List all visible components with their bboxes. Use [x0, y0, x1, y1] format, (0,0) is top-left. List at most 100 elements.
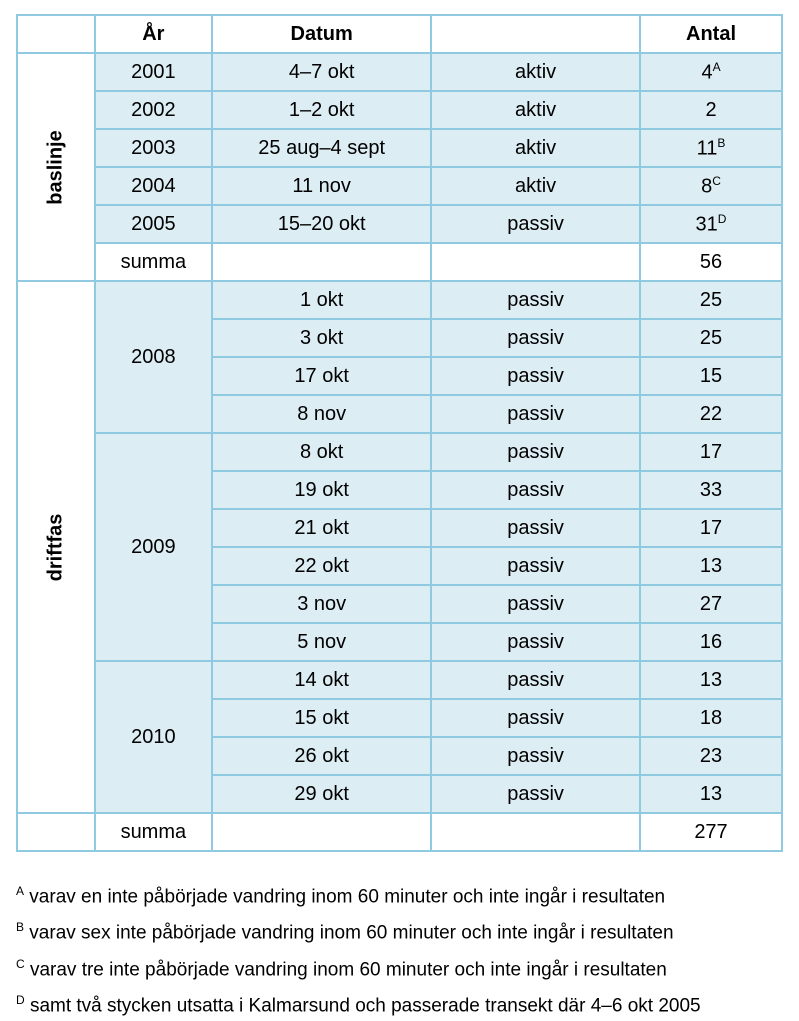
cell-empty — [212, 243, 431, 281]
cell-type: passiv — [431, 281, 640, 319]
count-note: B — [717, 136, 725, 150]
cell-type: passiv — [431, 205, 640, 243]
cell-empty — [212, 813, 431, 851]
cell-date: 3 nov — [212, 585, 431, 623]
cell-sum-count: 277 — [640, 813, 782, 851]
cell-year: 2009 — [95, 433, 213, 661]
cell-count: 16 — [640, 623, 782, 661]
cell-type: passiv — [431, 357, 640, 395]
cell-year: 2002 — [95, 91, 213, 129]
cell-date: 11 nov — [212, 167, 431, 205]
count-note: A — [713, 60, 721, 74]
cell-date: 29 okt — [212, 775, 431, 813]
footnote-A: A varav en inte påbörjade vandring inom … — [16, 876, 783, 912]
cell-year: 2008 — [95, 281, 213, 433]
footnote-D: D samt två stycken utsatta i Kalmarsund … — [16, 985, 783, 1021]
cell-date: 8 nov — [212, 395, 431, 433]
group-spacer — [17, 813, 95, 851]
cell-type: passiv — [431, 547, 640, 585]
col-header-count: Antal — [640, 15, 782, 53]
page-wrap: År Datum Antal baslinje20014–7 oktaktiv4… — [0, 0, 799, 941]
cell-type: passiv — [431, 319, 640, 357]
cell-type: passiv — [431, 623, 640, 661]
cell-count: 4A — [640, 53, 782, 91]
group-baslinje: baslinje — [17, 53, 95, 281]
cell-count: 11B — [640, 129, 782, 167]
cell-count: 25 — [640, 281, 782, 319]
cell-year: 2005 — [95, 205, 213, 243]
footnote-text: samt två stycken utsatta i Kalmarsund oc… — [30, 995, 701, 1016]
cell-date: 1–2 okt — [212, 91, 431, 129]
cell-date: 26 okt — [212, 737, 431, 775]
table-row-sum: summa277 — [17, 813, 782, 851]
table-row: 200411 novaktiv8C — [17, 167, 782, 205]
data-table: År Datum Antal baslinje20014–7 oktaktiv4… — [16, 14, 783, 852]
cell-type: passiv — [431, 699, 640, 737]
cell-count: 33 — [640, 471, 782, 509]
cell-count: 25 — [640, 319, 782, 357]
footnote-mark: B — [16, 920, 24, 934]
cell-date: 14 okt — [212, 661, 431, 699]
cell-count: 2 — [640, 91, 782, 129]
cell-count: 31D — [640, 205, 782, 243]
cell-count: 13 — [640, 661, 782, 699]
cell-type: passiv — [431, 775, 640, 813]
group-label: baslinje — [44, 129, 67, 205]
cell-date: 3 okt — [212, 319, 431, 357]
table-row: 200325 aug–4 septaktiv11B — [17, 129, 782, 167]
cell-date: 1 okt — [212, 281, 431, 319]
table-row: baslinje20014–7 oktaktiv4A — [17, 53, 782, 91]
table-row: driftfas20081 oktpassiv25 — [17, 281, 782, 319]
group-driftfas: driftfas — [17, 281, 95, 813]
col-header-type — [431, 15, 640, 53]
cell-year: 2003 — [95, 129, 213, 167]
cell-type: passiv — [431, 395, 640, 433]
cell-count: 13 — [640, 775, 782, 813]
cell-count: 27 — [640, 585, 782, 623]
cell-empty — [431, 813, 640, 851]
table-body: baslinje20014–7 oktaktiv4A20021–2 oktakt… — [17, 53, 782, 851]
group-label: driftfas — [44, 509, 67, 585]
cell-date: 21 okt — [212, 509, 431, 547]
cell-date: 5 nov — [212, 623, 431, 661]
cell-date: 22 okt — [212, 547, 431, 585]
footnote-mark: C — [16, 957, 25, 971]
cell-date: 15–20 okt — [212, 205, 431, 243]
footnotes: A varav en inte påbörjade vandring inom … — [16, 876, 783, 1021]
cell-count: 17 — [640, 509, 782, 547]
table-row: 20098 oktpassiv17 — [17, 433, 782, 471]
cell-year: 2001 — [95, 53, 213, 91]
cell-sum-count: 56 — [640, 243, 782, 281]
cell-sum-label: summa — [95, 243, 213, 281]
cell-type: passiv — [431, 471, 640, 509]
cell-year: 2010 — [95, 661, 213, 813]
table-row-sum: summa 56 — [17, 243, 782, 281]
col-header-year: År — [95, 15, 213, 53]
cell-type: aktiv — [431, 53, 640, 91]
cell-date: 19 okt — [212, 471, 431, 509]
cell-type: aktiv — [431, 91, 640, 129]
cell-count: 18 — [640, 699, 782, 737]
cell-type: passiv — [431, 433, 640, 471]
col-header-date: Datum — [212, 15, 431, 53]
cell-type: aktiv — [431, 167, 640, 205]
footnote-mark: D — [16, 993, 25, 1007]
table-row: 200515–20 oktpassiv31D — [17, 205, 782, 243]
cell-date: 25 aug–4 sept — [212, 129, 431, 167]
cell-date: 4–7 okt — [212, 53, 431, 91]
table-row: 201014 oktpassiv13 — [17, 661, 782, 699]
cell-count: 23 — [640, 737, 782, 775]
cell-date: 17 okt — [212, 357, 431, 395]
table-header-row: År Datum Antal — [17, 15, 782, 53]
cell-date: 15 okt — [212, 699, 431, 737]
table-row: 20021–2 oktaktiv2 — [17, 91, 782, 129]
cell-type: passiv — [431, 737, 640, 775]
footnote-mark: A — [16, 884, 24, 898]
cell-type: passiv — [431, 661, 640, 699]
cell-year: 2004 — [95, 167, 213, 205]
footnote-C: C varav tre inte påbörjade vandring inom… — [16, 949, 783, 985]
footnote-text: varav en inte påbörjade vandring inom 60… — [29, 886, 665, 907]
cell-count: 13 — [640, 547, 782, 585]
cell-count: 8C — [640, 167, 782, 205]
cell-type: passiv — [431, 585, 640, 623]
